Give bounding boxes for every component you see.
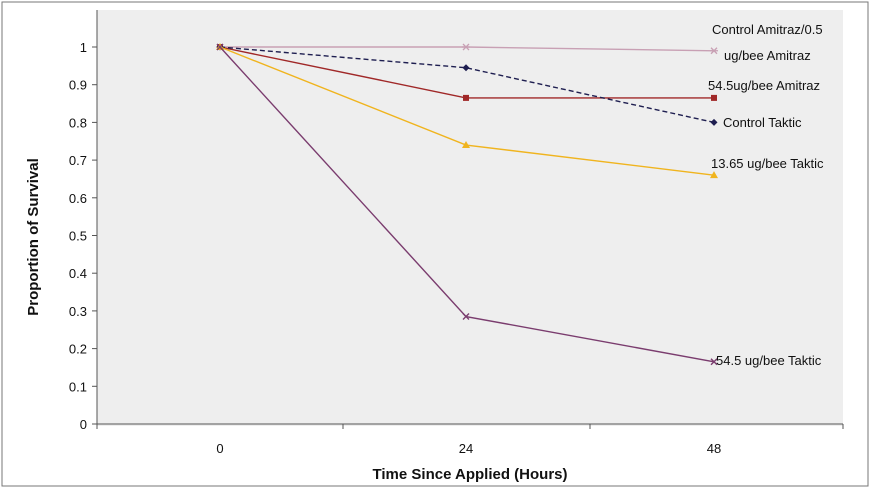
series-line [219,46,715,124]
series-label: 54.5ug/bee Amitraz [708,78,820,93]
y-axis: 0 0.1 0.2 0.3 0.4 0.5 0.6 0.7 0.8 0.9 1 [69,10,98,432]
series-label: Control Taktic [723,115,802,130]
x-tick-label: 0 [216,441,223,456]
data-point-marker [710,47,718,55]
y-tick-label: 0.4 [69,266,87,281]
data-point-marker [462,43,470,51]
data-point-marker [462,64,470,72]
x-axis-title: Time Since Applied (Hours) [372,466,567,483]
data-point-marker [216,43,224,51]
plot-area [97,10,843,426]
series-label: 54.5 ug/bee Taktic [716,353,822,368]
y-axis-title: Proportion of Survival [25,158,42,316]
y-tick-label: 0.8 [69,115,87,130]
series-label: ug/bee Amitraz [724,48,811,63]
series-layer [216,43,718,366]
data-point-marker [710,171,718,179]
data-point-marker [711,94,717,101]
data-point-marker [710,118,718,126]
y-tick-label: 0 [80,417,87,432]
x-tick-label: 48 [707,441,721,456]
x-tick-label: 24 [459,441,473,456]
data-point-marker [462,141,470,149]
data-point-marker [462,313,470,321]
y-tick-label: 1 [80,40,87,55]
y-tick-label: 0.9 [69,78,87,93]
data-point-marker [463,94,469,101]
series-4 [216,43,718,366]
series-label-layer: Control Amitraz/0.5 ug/bee Amitraz 54.5ug/… [708,22,824,368]
y-tick-label: 0.1 [69,379,87,394]
y-tick-label: 0.6 [69,191,87,206]
series-label: Control Amitraz/0.5 [712,22,823,37]
y-tick-label: 0.5 [69,229,87,244]
series-label: 13.65 ug/bee Taktic [711,156,824,171]
x-axis: 0 24 48 [96,423,844,456]
y-tick-label: 0.7 [69,153,87,168]
data-point-marker [710,358,718,366]
y-tick-label: 0.3 [69,304,87,319]
y-tick-label: 0.2 [69,342,87,357]
